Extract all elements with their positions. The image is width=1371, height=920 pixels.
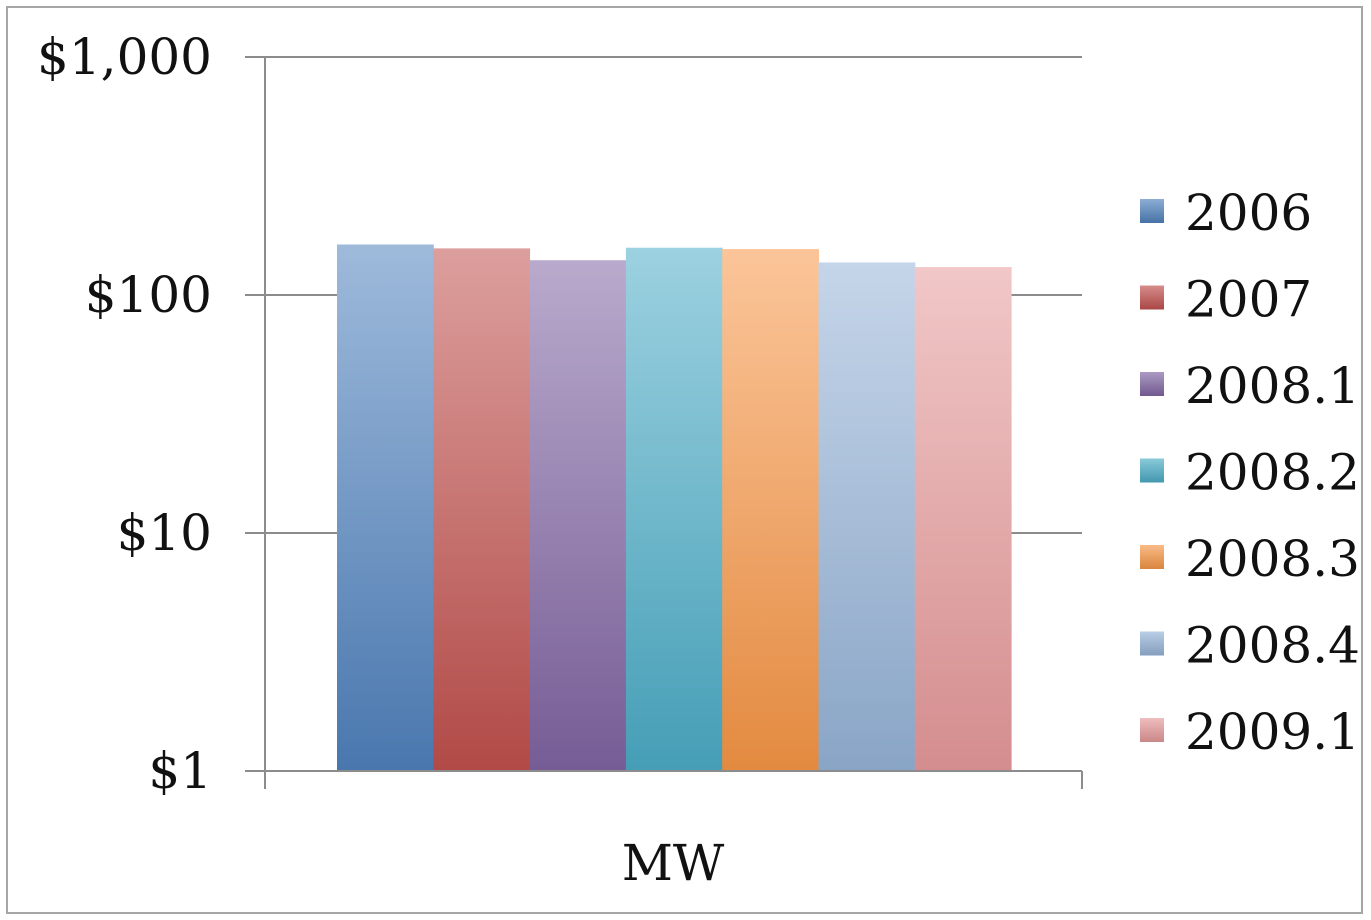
legend-swatch — [1140, 631, 1164, 656]
bars — [337, 244, 1012, 772]
bar-2007 — [433, 248, 531, 772]
legend-label: 2006 — [1185, 184, 1312, 242]
y-tick-label: $10 — [117, 504, 212, 562]
y-tick-label: $100 — [85, 266, 212, 324]
legend-label: 2009.1 — [1185, 703, 1360, 761]
legend-swatch — [1140, 458, 1164, 483]
legend-swatch — [1140, 545, 1164, 569]
legend-label: 2008.1 — [1185, 357, 1360, 415]
x-category-label: MW — [622, 834, 725, 892]
legend-swatch — [1140, 199, 1164, 223]
category-labels: MW — [622, 834, 725, 892]
y-tick-label: $1 — [148, 742, 212, 800]
bar-2008-1 — [529, 260, 627, 771]
bar-2009-1 — [914, 267, 1012, 771]
axes — [245, 56, 1083, 789]
legend-swatch — [1140, 718, 1164, 742]
legend-label: 2007 — [1185, 271, 1312, 329]
bar-2008-2 — [625, 247, 723, 772]
y-tick-labels: $1 $10 $100 $1,000 — [37, 28, 212, 800]
y-tick-label: $1,000 — [37, 28, 212, 86]
bar-2006 — [337, 244, 434, 772]
bar-2008-4 — [818, 262, 916, 771]
legend-swatch — [1140, 285, 1164, 310]
legend-label: 2008.2 — [1185, 444, 1360, 502]
bar-2008-3 — [722, 249, 819, 771]
legend-label: 2008.3 — [1185, 530, 1360, 588]
legend-label: 2008.4 — [1185, 617, 1360, 675]
legend: 2006 2007 2008.1 2008.2 2008.3 2008.4 2009.1 — [1140, 184, 1360, 761]
legend-swatch — [1140, 372, 1164, 396]
